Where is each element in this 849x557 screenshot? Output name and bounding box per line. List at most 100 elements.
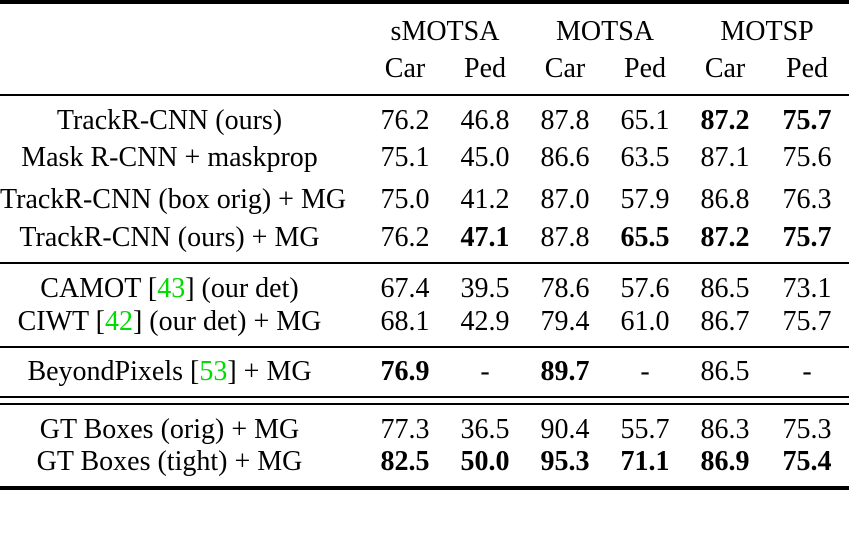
method-name: BeyondPixels [ bbox=[27, 356, 200, 387]
metric-cell: 61.0 bbox=[620, 305, 670, 337]
metric-cell: 90.4 bbox=[540, 413, 590, 445]
subheader-smotsa-ped: Ped bbox=[464, 53, 506, 84]
metric-cell-best: 76.9 bbox=[380, 356, 430, 387]
method-label: GT Boxes (orig) + MG bbox=[0, 404, 365, 446]
metric-cell: 86.3 bbox=[700, 413, 750, 445]
metric-cell: 57.9 bbox=[620, 184, 670, 215]
table-row: GT Boxes (orig) + MG 77.3 36.5 90.4 55.7… bbox=[0, 404, 849, 446]
metric-cell: 73.1 bbox=[782, 272, 832, 304]
metric-cell-best: 86.9 bbox=[700, 446, 750, 477]
method-name: TrackR-CNN (ours) + MG bbox=[19, 221, 320, 253]
block-baseline-trackers: CAMOT [43] (our det) 67.4 39.5 78.6 57.6… bbox=[0, 263, 849, 347]
method-name-suffix: ] + MG bbox=[227, 356, 312, 387]
method-label: TrackR-CNN (box orig) + MG bbox=[0, 179, 365, 221]
metric-cell: 65.1 bbox=[620, 104, 670, 136]
metric-group-row: sMOTSA MOTSA MOTSP bbox=[0, 2, 849, 50]
method-name: Mask R-CNN + maskprop bbox=[21, 142, 318, 173]
table-row: CIWT [42] (our det) + MG 68.1 42.9 79.4 … bbox=[0, 305, 849, 347]
metric-cell-best: 75.7 bbox=[782, 221, 832, 253]
citation-link[interactable]: 42 bbox=[104, 305, 133, 337]
metric-cell: 78.6 bbox=[540, 272, 590, 304]
metric-cell: - bbox=[480, 356, 490, 387]
metric-cell: 68.1 bbox=[380, 305, 430, 337]
double-rule-divider bbox=[0, 397, 849, 405]
metric-cell: 86.6 bbox=[540, 142, 590, 173]
block-gt-boxes: GT Boxes (orig) + MG 77.3 36.5 90.4 55.7… bbox=[0, 404, 849, 488]
metric-cell: 86.5 bbox=[700, 356, 750, 387]
divider-line bbox=[0, 397, 849, 405]
method-name: TrackR-CNN (box orig) + MG bbox=[0, 184, 347, 215]
metric-cell: 75.1 bbox=[380, 142, 430, 173]
divider-row bbox=[0, 397, 849, 405]
metric-cell: 76.3 bbox=[782, 184, 832, 215]
group-header-motsa: MOTSA bbox=[556, 16, 655, 47]
metric-cell: - bbox=[640, 356, 650, 387]
empty-corner-cell bbox=[0, 50, 365, 95]
metric-cell: 77.3 bbox=[380, 413, 430, 445]
method-name-suffix: ] (our det) + MG bbox=[132, 305, 322, 337]
method-label: Mask R-CNN + maskprop bbox=[0, 137, 365, 179]
method-name-suffix: ] (our det) bbox=[185, 272, 299, 304]
metric-cell: 76.2 bbox=[380, 221, 430, 253]
method-name: CAMOT [ bbox=[40, 272, 158, 304]
table-row: GT Boxes (tight) + MG 82.5 50.0 95.3 71.… bbox=[0, 446, 849, 488]
metric-cell-best: 82.5 bbox=[380, 446, 430, 477]
metric-cell: 87.0 bbox=[540, 184, 590, 215]
metric-cell-best: 87.2 bbox=[700, 104, 750, 136]
method-label: GT Boxes (tight) + MG bbox=[0, 446, 365, 488]
subheader-motsa-car: Car bbox=[544, 53, 586, 84]
metric-cell-best: 47.1 bbox=[460, 221, 510, 253]
metric-cell: 75.3 bbox=[782, 413, 832, 445]
metric-cell: 75.0 bbox=[380, 184, 430, 215]
group-header-motsp: MOTSP bbox=[720, 16, 814, 47]
metric-cell: 86.5 bbox=[700, 272, 750, 304]
metric-cell: 45.0 bbox=[460, 142, 510, 173]
metric-cell-best: 75.4 bbox=[782, 446, 832, 477]
metric-cell: 76.2 bbox=[380, 104, 430, 136]
citation-link[interactable]: 53 bbox=[199, 356, 228, 387]
subheader-smotsa-car: Car bbox=[384, 53, 426, 84]
method-label: TrackR-CNN (ours) bbox=[0, 95, 365, 137]
subheader-motsp-ped: Ped bbox=[786, 53, 829, 84]
block-beyondpixels: BeyondPixels [53] + MG 76.9 - 89.7 - 86.… bbox=[0, 347, 849, 397]
method-label: BeyondPixels [53] + MG bbox=[0, 347, 365, 397]
metric-cell: 63.5 bbox=[620, 142, 670, 173]
empty-corner-cell bbox=[0, 2, 365, 50]
subheader-motsa-ped: Ped bbox=[624, 53, 667, 84]
metric-cell-best: 87.2 bbox=[700, 221, 750, 253]
method-label: CIWT [42] (our det) + MG bbox=[0, 305, 365, 347]
metric-cell: 39.5 bbox=[460, 272, 510, 304]
subheader-motsp-car: Car bbox=[704, 53, 746, 84]
metric-cell: 75.7 bbox=[782, 305, 832, 337]
metric-cell-best: 89.7 bbox=[540, 356, 590, 387]
method-name: GT Boxes (orig) + MG bbox=[39, 413, 300, 445]
table-row: BeyondPixels [53] + MG 76.9 - 89.7 - 86.… bbox=[0, 347, 849, 397]
metric-cell: 87.8 bbox=[540, 221, 590, 253]
subcolumn-header-row: Car Ped Car Ped Car Ped bbox=[0, 50, 849, 95]
metric-cell: 57.6 bbox=[620, 272, 670, 304]
metric-cell: 55.7 bbox=[620, 413, 670, 445]
metric-cell-best: 65.5 bbox=[620, 221, 670, 253]
metric-cell: 86.8 bbox=[700, 184, 750, 215]
metric-cell: 46.8 bbox=[460, 104, 510, 136]
metric-cell-best: 50.0 bbox=[460, 446, 510, 477]
metric-cell: 67.4 bbox=[380, 272, 430, 304]
group-header-smotsa: sMOTSA bbox=[390, 16, 500, 47]
table-row: TrackR-CNN (box orig) + MG 75.0 41.2 87.… bbox=[0, 179, 849, 221]
table-row: TrackR-CNN (ours) 76.2 46.8 87.8 65.1 87… bbox=[0, 95, 849, 137]
metric-cell: 42.9 bbox=[460, 305, 510, 337]
metric-cell-best: 95.3 bbox=[540, 446, 590, 477]
method-name: CIWT [ bbox=[17, 305, 105, 337]
metric-cell: 87.1 bbox=[700, 142, 750, 173]
method-label: TrackR-CNN (ours) + MG bbox=[0, 221, 365, 263]
table-row: TrackR-CNN (ours) + MG 76.2 47.1 87.8 65… bbox=[0, 221, 849, 263]
metric-cell: 75.6 bbox=[782, 142, 832, 173]
citation-link[interactable]: 43 bbox=[157, 272, 186, 304]
metric-cell: 86.7 bbox=[700, 305, 750, 337]
results-table: sMOTSA MOTSA MOTSP Car Ped Car Ped Car P… bbox=[0, 0, 849, 490]
table-row: CAMOT [43] (our det) 67.4 39.5 78.6 57.6… bbox=[0, 263, 849, 305]
table-row: Mask R-CNN + maskprop 75.1 45.0 86.6 63.… bbox=[0, 137, 849, 179]
method-label: CAMOT [43] (our det) bbox=[0, 263, 365, 305]
metric-cell: 87.8 bbox=[540, 104, 590, 136]
